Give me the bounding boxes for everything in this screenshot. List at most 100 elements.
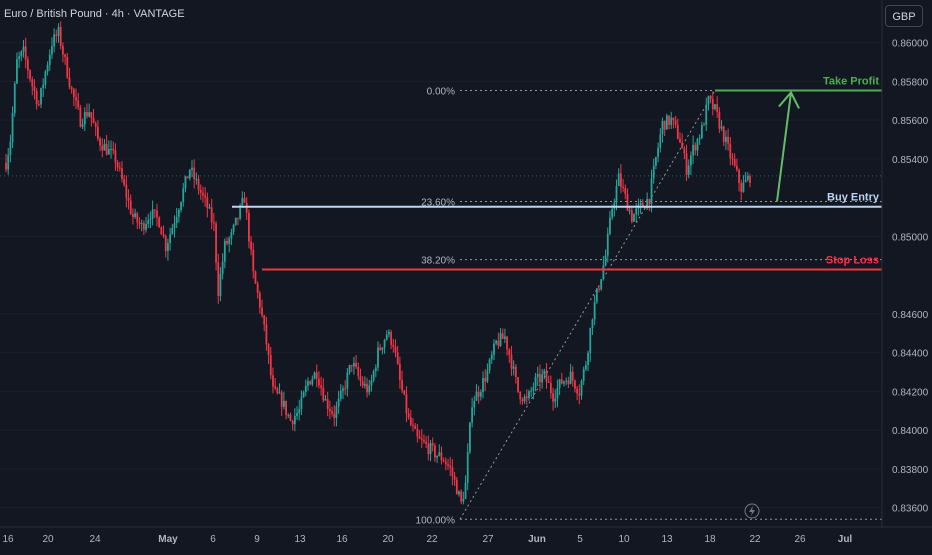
candle-body bbox=[733, 159, 736, 166]
candle-body bbox=[219, 273, 222, 296]
candle-body bbox=[182, 188, 185, 203]
candle-body bbox=[617, 173, 620, 187]
candle-body bbox=[681, 142, 684, 149]
candle-body bbox=[188, 169, 191, 179]
candle-body bbox=[311, 378, 314, 385]
candle-body bbox=[254, 271, 257, 284]
candle-body bbox=[438, 452, 441, 456]
candle-body bbox=[388, 331, 390, 335]
candle-body bbox=[545, 370, 548, 382]
time-tick-label: 22 bbox=[749, 534, 761, 545]
candle-body bbox=[578, 393, 581, 396]
candle-body bbox=[604, 255, 607, 266]
candle-body bbox=[210, 207, 213, 223]
candle-body bbox=[630, 210, 633, 222]
candle-body bbox=[363, 383, 366, 386]
candle-body bbox=[512, 366, 515, 369]
candle-body bbox=[532, 387, 535, 391]
candle-body bbox=[514, 366, 517, 378]
candle-body bbox=[125, 184, 128, 198]
candle-body bbox=[563, 381, 565, 384]
candle-body bbox=[252, 249, 255, 272]
candle-body bbox=[51, 46, 53, 55]
candle-body bbox=[293, 416, 296, 425]
price-axis: 0.86000 0.85800 0.85600 0.85400 0.85000 0.846… bbox=[881, 0, 932, 550]
candle-body bbox=[416, 428, 419, 437]
candle-body bbox=[455, 479, 458, 495]
time-tick-label: Jun bbox=[528, 534, 546, 545]
candle-body bbox=[624, 187, 627, 194]
time-tick-label: 13 bbox=[661, 534, 673, 545]
candle-body bbox=[339, 390, 342, 399]
candle-body bbox=[475, 391, 478, 401]
candle-body bbox=[521, 399, 524, 402]
candle-body bbox=[495, 340, 498, 344]
candle-body bbox=[226, 240, 228, 244]
candle-body bbox=[24, 46, 27, 60]
fib-level-label: 100.00% bbox=[416, 515, 456, 526]
candle-body bbox=[333, 413, 336, 418]
time-tick-label: 16 bbox=[336, 534, 348, 545]
candle-body bbox=[744, 179, 747, 183]
candle-body bbox=[582, 369, 585, 381]
candle-body bbox=[241, 198, 244, 206]
candle-body bbox=[690, 155, 692, 166]
level-name-label: Stop Loss bbox=[826, 255, 879, 267]
candle-body bbox=[718, 112, 721, 129]
candle-body bbox=[313, 372, 316, 379]
candle-body bbox=[237, 217, 239, 219]
candle-body bbox=[370, 380, 373, 386]
candle-body bbox=[707, 96, 710, 105]
candle-body bbox=[556, 387, 559, 399]
candle-body bbox=[451, 467, 454, 476]
candle-body bbox=[302, 392, 305, 398]
candle-body bbox=[177, 210, 180, 217]
candle-body bbox=[149, 218, 152, 221]
candle-body bbox=[291, 420, 294, 425]
fib-level-label: 0.00% bbox=[427, 86, 455, 97]
candle-body bbox=[191, 167, 193, 170]
candle-body bbox=[265, 324, 268, 345]
candle-body bbox=[670, 117, 673, 125]
candle-body bbox=[46, 64, 49, 72]
candle-body bbox=[5, 162, 7, 170]
candle-body bbox=[639, 202, 642, 205]
candle-body bbox=[296, 413, 298, 417]
candle-body bbox=[552, 393, 554, 402]
candle-body bbox=[427, 443, 430, 455]
candle-body bbox=[114, 150, 117, 163]
price-tick-label: 0.84200 bbox=[892, 387, 929, 398]
candle-body bbox=[16, 59, 18, 84]
candle-body bbox=[635, 208, 638, 215]
candle-body bbox=[280, 392, 283, 407]
candle-body bbox=[626, 193, 629, 211]
candle-body bbox=[598, 288, 600, 290]
time-tick-label: 18 bbox=[704, 534, 716, 545]
candle-body bbox=[40, 88, 42, 105]
candle-body bbox=[549, 382, 552, 394]
candle-body bbox=[377, 347, 379, 368]
candle-body bbox=[112, 148, 115, 151]
candle-body bbox=[429, 443, 432, 455]
fib-level-label: 38.20% bbox=[421, 256, 455, 267]
candle-body bbox=[18, 56, 21, 60]
candle-body bbox=[571, 371, 574, 381]
candle-body bbox=[506, 336, 509, 350]
time-tick-label: May bbox=[158, 534, 178, 545]
price-tick-label: 0.83600 bbox=[892, 504, 929, 515]
candle-body bbox=[714, 104, 716, 110]
time-tick-label: 9 bbox=[254, 534, 260, 545]
candle-body bbox=[576, 388, 579, 394]
currency-button[interactable]: GBP bbox=[885, 5, 923, 27]
candle-body bbox=[694, 144, 697, 151]
candle-body bbox=[116, 162, 119, 168]
price-axis-bg bbox=[882, 0, 932, 550]
candle-body bbox=[55, 34, 58, 36]
candle-body bbox=[392, 344, 395, 348]
candle-body bbox=[195, 179, 198, 181]
candle-body bbox=[361, 381, 364, 386]
candle-body bbox=[272, 375, 274, 387]
candle-body bbox=[668, 115, 670, 125]
